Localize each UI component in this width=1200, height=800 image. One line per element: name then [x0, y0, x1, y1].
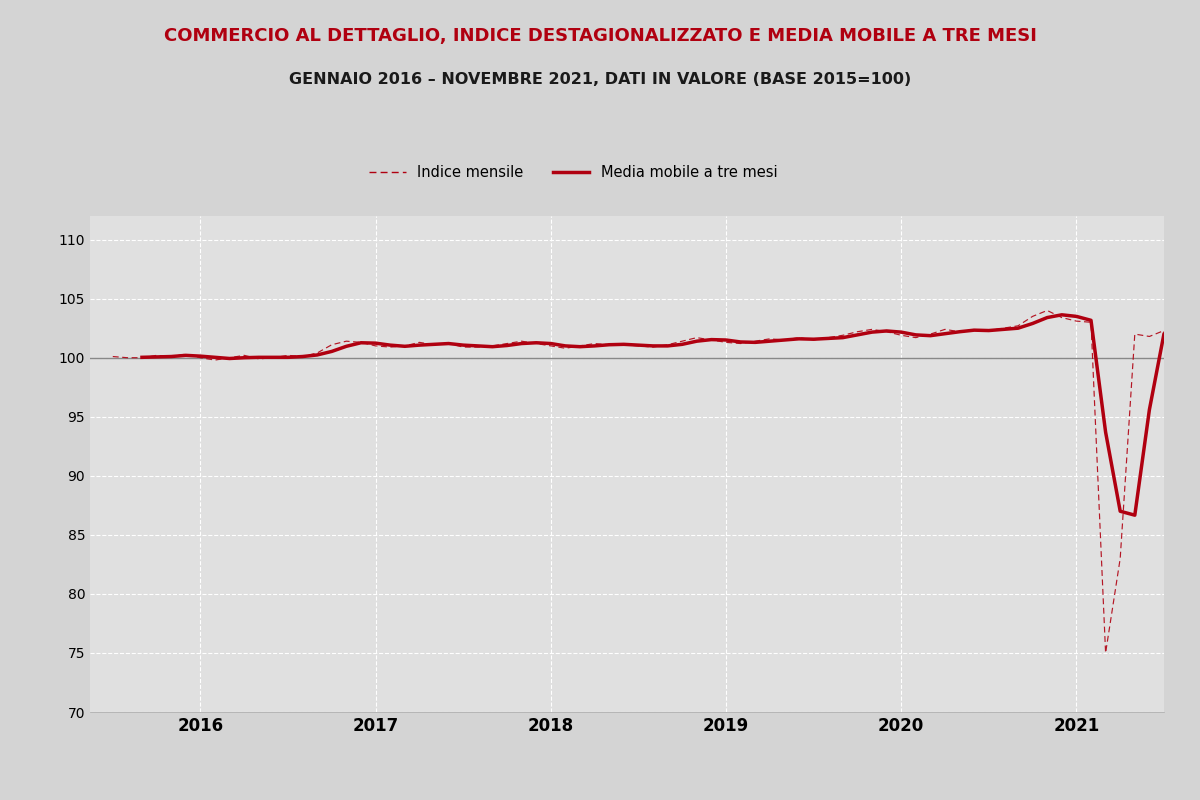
- Legend: Indice mensile, Media mobile a tre mesi: Indice mensile, Media mobile a tre mesi: [364, 159, 784, 186]
- Text: GENNAIO 2016 – NOVEMBRE 2021, DATI IN VALORE (BASE 2015=100): GENNAIO 2016 – NOVEMBRE 2021, DATI IN VA…: [289, 73, 911, 87]
- Text: COMMERCIO AL DETTAGLIO, INDICE DESTAGIONALIZZATO E MEDIA MOBILE A TRE MESI: COMMERCIO AL DETTAGLIO, INDICE DESTAGION…: [163, 27, 1037, 45]
